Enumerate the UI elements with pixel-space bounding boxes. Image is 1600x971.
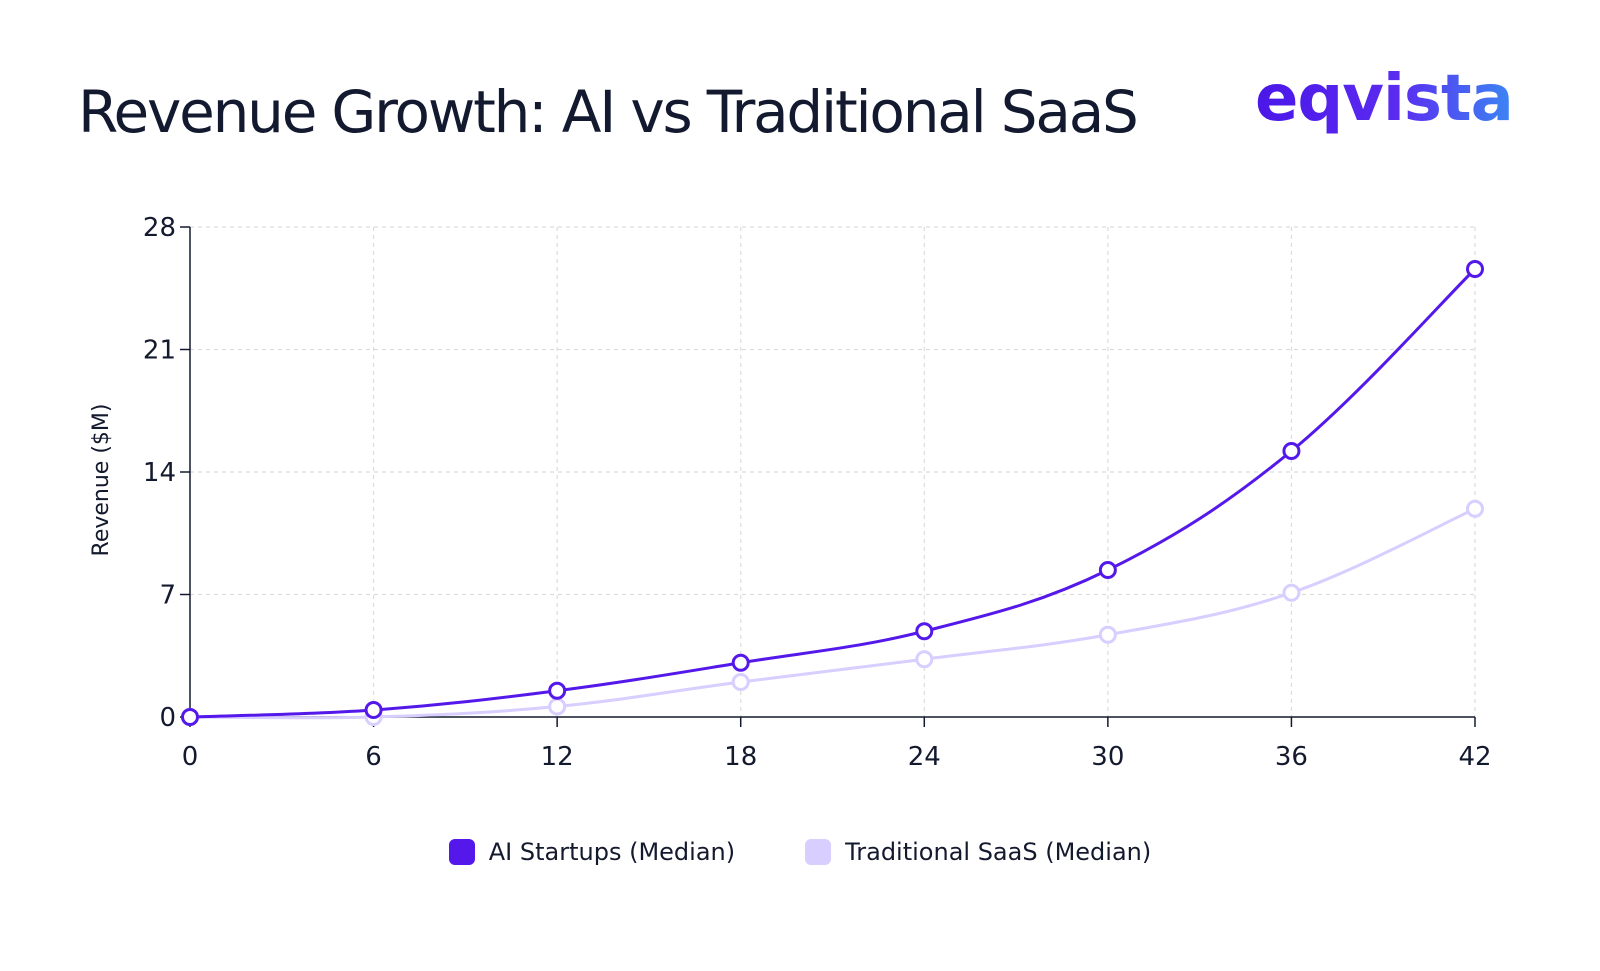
y-tick-label: 14 xyxy=(143,458,176,488)
legend-item-ai: AI Startups (Median) xyxy=(448,838,736,866)
x-tick-label: 24 xyxy=(908,742,941,772)
axes xyxy=(180,226,1476,727)
legend-item-saas: Traditional SaaS (Median) xyxy=(805,838,1151,866)
x-tick-label: 36 xyxy=(1275,742,1308,772)
series-line-ai-startups xyxy=(189,267,1477,719)
x-tick-label: 30 xyxy=(1091,742,1124,772)
data-point-ai-startups-42 xyxy=(1466,260,1484,278)
data-point-ai-startups-36 xyxy=(1282,442,1301,460)
grid-lines xyxy=(190,226,1476,717)
data-points xyxy=(181,260,1484,726)
data-point-traditional-saas-30 xyxy=(1098,625,1117,644)
data-point-ai-startups-30 xyxy=(1098,561,1117,579)
series-line-traditional-saas xyxy=(189,507,1476,720)
chart-legend: AI Startups (Median) Traditional SaaS (M… xyxy=(0,838,1600,866)
data-point-traditional-saas-36 xyxy=(1282,583,1301,602)
legend-label-saas: Traditional SaaS (Median) xyxy=(845,838,1152,866)
data-point-ai-startups-18 xyxy=(731,653,750,672)
data-point-ai-startups-24 xyxy=(915,622,934,641)
x-tick-label: 0 xyxy=(182,742,199,772)
y-tick-label: 0 xyxy=(159,703,176,733)
data-point-traditional-saas-24 xyxy=(915,650,934,669)
data-point-ai-startups-12 xyxy=(548,681,567,700)
chart-title: Revenue Growth: AI vs Traditional SaaS xyxy=(78,78,1139,146)
y-tick-label: 28 xyxy=(143,213,176,243)
y-axis-title: Revenue ($M) xyxy=(89,404,114,557)
data-point-traditional-saas-42 xyxy=(1466,499,1484,518)
series-lines xyxy=(189,267,1477,720)
legend-swatch-ai xyxy=(448,839,475,865)
data-point-traditional-saas-12 xyxy=(548,697,567,716)
tick-labels: 0 7 14 21 28 0 6 12 18 24 30 36 42 xyxy=(143,213,1492,772)
eqvista-logo: eqvista xyxy=(1255,62,1514,136)
y-tick-label: 21 xyxy=(143,336,176,366)
x-tick-label: 42 xyxy=(1458,742,1491,772)
data-point-ai-startups-0 xyxy=(181,708,199,726)
data-point-traditional-saas-18 xyxy=(731,673,750,691)
x-tick-label: 18 xyxy=(724,742,757,772)
legend-swatch-saas xyxy=(805,839,832,865)
y-tick-label: 7 xyxy=(159,581,176,611)
legend-label-ai: AI Startups (Median) xyxy=(488,838,736,866)
x-tick-label: 12 xyxy=(541,742,574,772)
x-tick-label: 6 xyxy=(365,742,382,772)
data-point-ai-startups-6 xyxy=(364,701,383,719)
